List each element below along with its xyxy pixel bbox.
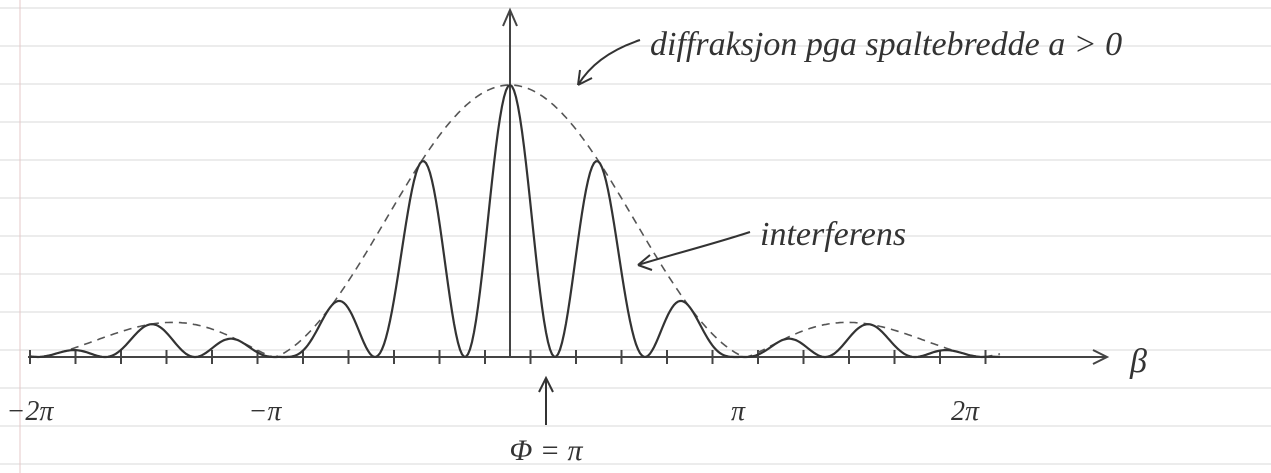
tick-label: −2π [7,396,55,427]
diffraction-label: diffraksjon pga spaltebredde a > 0 [650,26,1122,63]
paper-lines [0,8,1271,464]
diffraction-arrow [578,40,640,85]
tick-label: π [731,396,746,427]
tick-label: 2π [951,396,980,427]
interference-label: interferens [760,216,906,253]
axis-label: β [1129,343,1147,380]
phi-arrow [539,378,553,425]
tick-label: −π [249,396,283,427]
interference-arrow [638,232,750,265]
phi-label: Φ = π [509,434,583,467]
sketch: diffraksjon pga spaltebredde a > 0 inter… [0,0,1271,473]
